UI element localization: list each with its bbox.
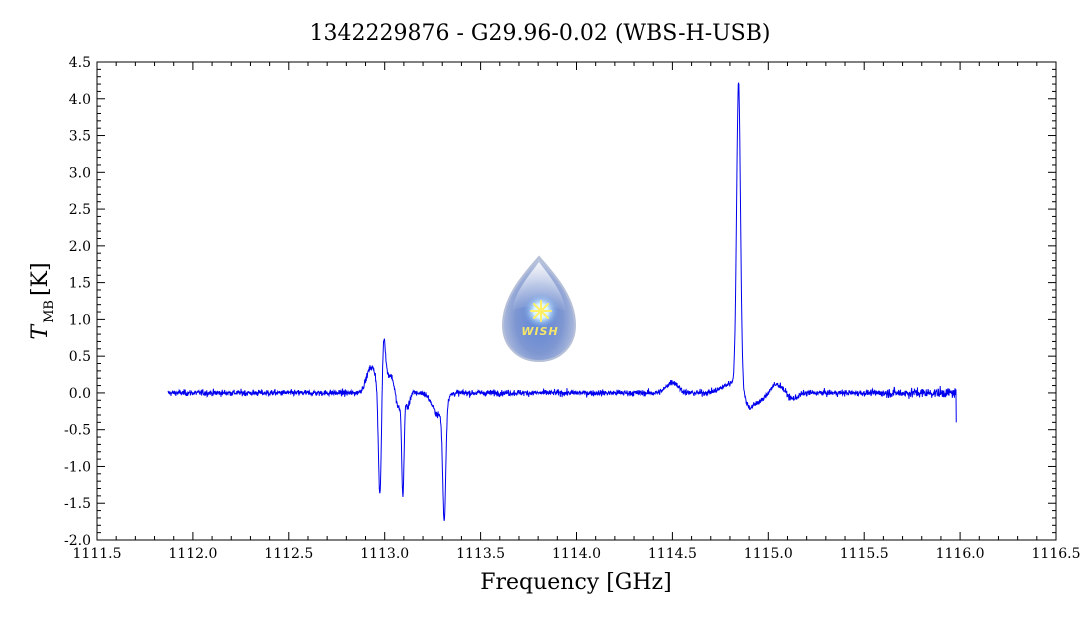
x-tick-label: 1114.5 — [648, 546, 697, 562]
x-tick-label: 1112.0 — [168, 546, 217, 562]
y-tick-label: 1.0 — [69, 312, 91, 328]
x-tick-label: 1112.5 — [264, 546, 313, 562]
y-tick-label: -1.5 — [64, 496, 91, 512]
y-tick-label: 4.5 — [69, 55, 91, 71]
svg-text:TMB[K]: TMB [K] — [28, 262, 57, 339]
y-axis-label-unit: [K] — [28, 262, 53, 296]
y-tick-label: 3.0 — [69, 165, 91, 181]
y-axis: -2.0 -1.5 -1.0 -0.5 0.0 0.5 1.0 1.5 2.0 2.5 3.0 3.5… — [64, 55, 1056, 549]
y-tick-label: -2.0 — [64, 533, 91, 549]
chart-title: 1342229876 - G29.96-0.02 (WBS-H-USB) — [309, 21, 770, 46]
y-tick-label: 1.5 — [69, 276, 91, 292]
x-axis: 1111.5 1112.0 1112.5 1113.0 1113.5 1114.0 1114… — [73, 62, 1080, 562]
logo-text: WISH — [521, 325, 558, 338]
y-tick-label: 0.5 — [69, 349, 91, 365]
y-tick-label: 2.0 — [69, 239, 91, 255]
spectrum-series-line — [167, 82, 957, 521]
y-tick-label: -0.5 — [64, 423, 91, 439]
plot-frame — [96, 61, 1057, 541]
x-tick-label: 1111.5 — [73, 546, 122, 562]
x-tick-label: 1115.5 — [840, 546, 889, 562]
y-axis-label-symbol: T — [28, 323, 53, 340]
x-tick-label: 1115.0 — [744, 546, 793, 562]
y-tick-label: 4.0 — [69, 92, 91, 108]
x-axis-label: Frequency [GHz] — [480, 570, 672, 595]
x-tick-label: 1114.0 — [552, 546, 601, 562]
x-tick-label: 1116.0 — [936, 546, 985, 562]
y-tick-label: 2.5 — [69, 202, 91, 218]
star-icon — [530, 300, 552, 322]
y-tick-label: 3.5 — [69, 129, 91, 145]
x-tick-label: 1113.0 — [360, 546, 409, 562]
y-axis-label: TMB [K] — [28, 262, 57, 339]
y-tick-label: 0.0 — [69, 386, 91, 402]
y-axis-label-subscript: MB — [42, 300, 57, 323]
x-tick-label: 1116.5 — [1032, 546, 1080, 562]
x-tick-label: 1113.5 — [456, 546, 505, 562]
wish-logo: WISH — [501, 255, 577, 363]
y-tick-label: -1.0 — [64, 459, 91, 475]
